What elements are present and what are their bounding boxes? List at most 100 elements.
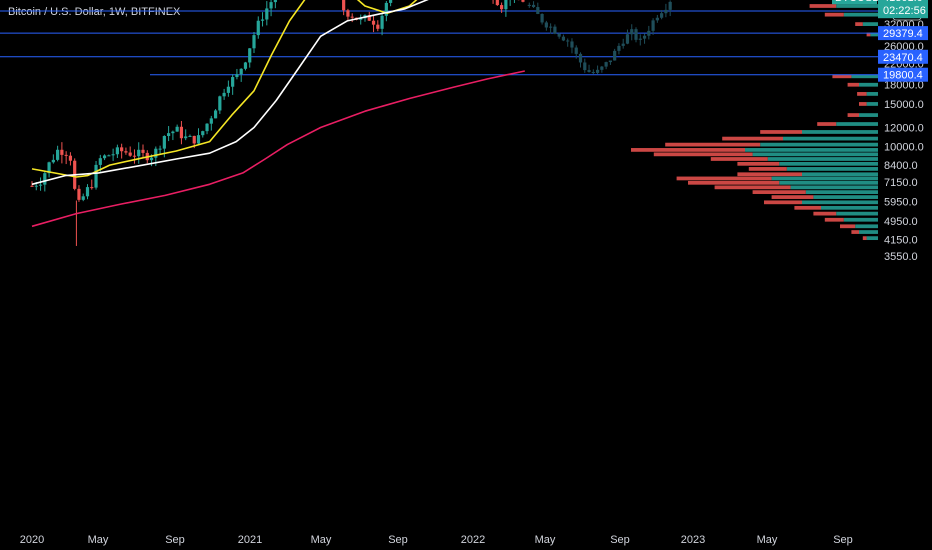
price-tick-label: 8400.0 [884,160,918,172]
volume-profile-bar-up [786,167,878,171]
projection-body [600,66,604,70]
volume-profile-bar-down [813,211,837,216]
projection-body [583,62,587,71]
volume-profile-bar-up [779,180,878,185]
volume-profile-bar-down [764,200,802,205]
projection-body [642,35,647,39]
projection-body [527,4,531,6]
volume-profile-bar-up [802,172,878,177]
volume-profile [631,4,878,241]
volume-profile-bar-down [631,148,745,152]
volume-profile-bar-down [688,180,780,185]
time-tick-label: May [88,534,109,546]
candle-body [171,131,175,134]
price-axis-background [878,0,932,550]
volume-profile-bar-up [836,4,878,8]
projection-body [591,71,595,73]
candle-body [269,2,273,9]
candle-body [43,173,47,185]
volume-profile-bar-down [862,236,867,241]
volume-profile-bar-up [866,236,878,241]
projection-body [566,40,570,42]
candle-body [380,15,384,29]
candle-body [107,155,111,157]
level-price-badge [878,26,928,41]
volume-profile-bar-down [809,4,837,8]
candle-body [120,147,124,152]
volume-profile-bar-down [653,152,753,157]
projection-body [553,26,557,34]
level-price-label: 19800.4 [883,70,923,82]
candle-body [243,62,248,69]
volume-profile-bar-down [737,172,802,177]
projection-body [570,41,574,48]
volume-profile-bar-down [857,92,867,96]
candle-body [265,8,269,20]
projection-body [608,60,612,63]
volume-profile-bar-up [851,74,878,79]
volume-profile-bar-up [870,32,878,37]
candle-body [521,0,525,2]
time-tick-label: May [535,534,556,546]
projection-body [536,7,540,14]
volume-profile-bar-up [859,230,878,234]
time-axis[interactable]: 2020 May Sep 2021 May Sep 2022 May Sep 2023 May Sep [20,534,853,546]
candle-body [342,0,346,11]
candle-body [376,24,380,29]
candle-body [179,126,184,139]
projection-body [634,29,638,40]
time-tick-label: Sep [165,534,185,546]
projection-body [664,9,668,14]
volume-profile-bar-up [779,161,878,166]
candle-body [495,0,499,6]
candle-body [500,5,504,10]
candle-body [235,74,239,78]
moving-average-line [31,0,418,178]
projection-body [587,70,591,72]
candle-body [218,96,222,111]
volume-profile-bar-up [783,136,878,141]
volume-profile-bar-up [843,12,878,17]
projection-body [651,20,655,31]
time-tick-label: Sep [833,534,853,546]
projection-body [625,34,630,44]
candle-body [149,157,154,161]
projection-body [630,29,634,35]
candle-body [141,149,145,153]
candle-body [371,20,376,25]
level-price-label: 29379.4 [883,28,923,40]
volume-profile-bar-down [847,113,859,117]
price-tick-label: 7150.0 [884,177,918,189]
candle-body [154,148,158,158]
projection-body [638,38,642,40]
candle-body [128,152,132,156]
candle-body [111,154,115,156]
price-tick-label: 4950.0 [884,216,918,228]
candle-body [94,164,98,188]
candle-body [273,0,277,3]
candle-body [60,149,64,155]
candle-body [167,133,171,137]
volume-profile-bar-down [752,190,806,194]
projection-body [561,36,566,41]
volume-profile-bar-up [866,102,878,106]
candle-body [85,187,90,197]
bar-countdown-label: 02:22:56 [883,5,926,17]
volume-profile-bar-up [771,176,878,181]
price-axis[interactable]: 95000.080000.068000.056000.046000.032000… [878,0,932,550]
candle-body [158,148,162,150]
volume-profile-bar-up [813,195,878,199]
volume-profile-bar-down [676,176,772,181]
current-price-label: 41301.0 [883,0,923,4]
volume-profile-bar-up [859,113,878,117]
volume-profile-bar-down [737,161,780,166]
volume-profile-bar-down [710,157,768,161]
chart-title: Bitcoin / U.S. Dollar, 1W, BITFINEX [8,6,181,18]
projection-body [531,4,536,8]
candle-body [184,136,188,139]
volume-profile-bar-up [855,224,878,229]
candle-body [350,16,354,18]
candle-body [222,92,226,97]
time-tick-label: 2022 [461,534,485,546]
